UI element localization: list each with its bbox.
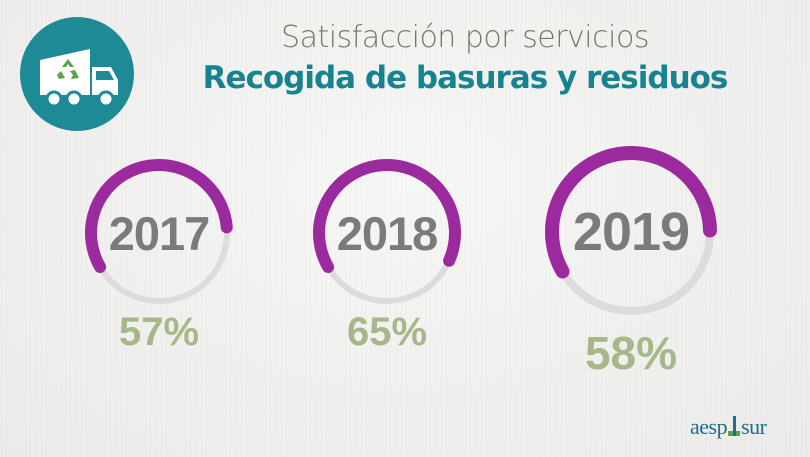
- ring-2017: 2017: [84, 158, 234, 308]
- year-label-2017: 2017: [108, 206, 211, 260]
- percent-label-2019: 58%: [584, 327, 678, 379]
- garbage-truck-recycle-icon: [20, 17, 134, 131]
- logo-text-right: sur: [741, 414, 767, 439]
- title-block: Satisfacción por servicios Recogida de b…: [150, 18, 780, 98]
- page-title: Recogida de basuras y residuos: [202, 60, 729, 96]
- page-subtitle: Satisfacción por servicios: [281, 20, 649, 55]
- ring-arc-2019: [545, 146, 717, 318]
- ring-graphic: [85, 159, 233, 307]
- ring-arc-2018: [313, 159, 461, 307]
- ring-2018: 2018: [312, 158, 462, 308]
- year-label-2018: 2018: [336, 206, 439, 260]
- percent-label-2018: 65%: [346, 310, 428, 354]
- truck-badge: [18, 15, 136, 133]
- aesposur-logo: aesp sur: [690, 412, 800, 442]
- ring-arc-2017: [85, 159, 233, 307]
- ring-graphic: [545, 146, 717, 318]
- ring-2019: 2019: [544, 145, 718, 319]
- year-label-2019: 2019: [572, 202, 690, 262]
- logo-text-left: aesp: [690, 414, 728, 439]
- percent-label-2017: 57%: [118, 310, 200, 354]
- logo-lighthouse-icon: [728, 416, 741, 436]
- ring-graphic: [313, 159, 461, 307]
